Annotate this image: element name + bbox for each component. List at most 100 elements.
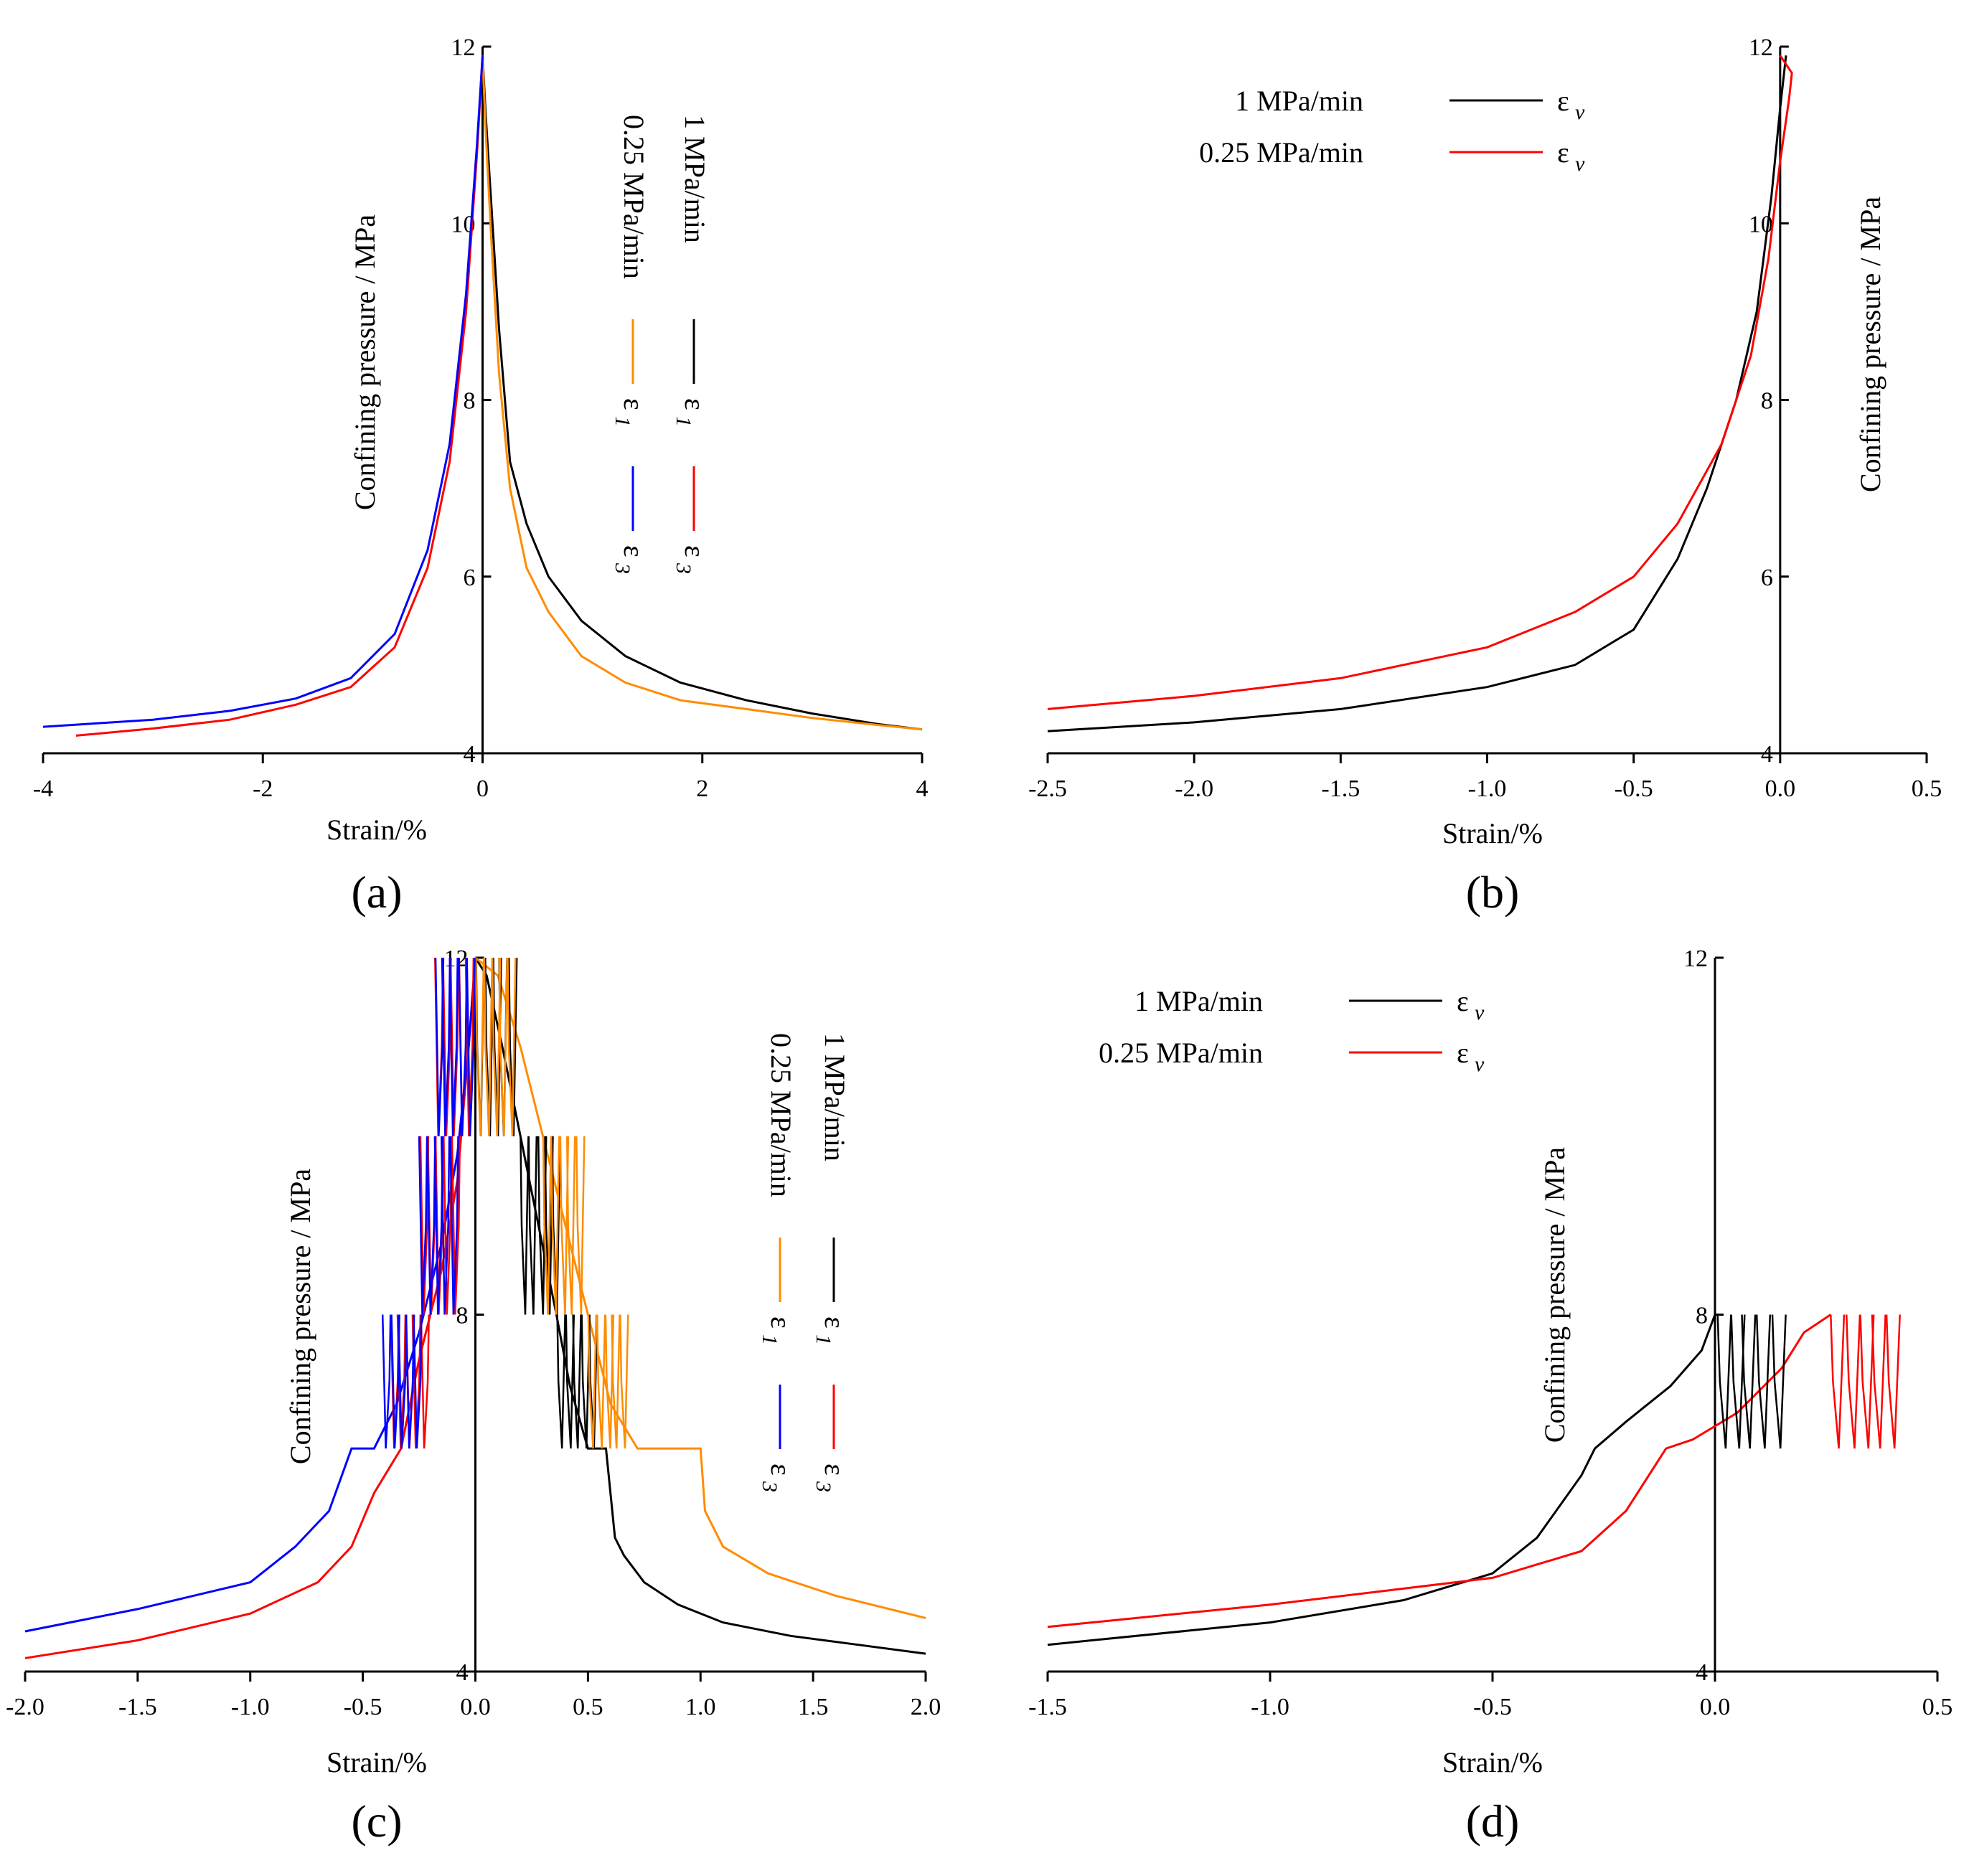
y-tick-label: 4: [456, 1659, 469, 1686]
cyclic-loop-line: [507, 957, 518, 1136]
cyclic-loop-line: [418, 1136, 428, 1315]
x-tick-label: 4: [916, 776, 929, 802]
cyclic-loop-line: [507, 957, 517, 1136]
x-axis-label: Strain/%: [326, 1746, 427, 1778]
legend-symbol: ε: [679, 398, 711, 410]
y-tick-label: 12: [1683, 946, 1708, 972]
cyclic-loop-line: [604, 1314, 615, 1449]
cyclic-loop-line: [413, 1314, 423, 1449]
cyclic-loop-line: [587, 1314, 598, 1449]
y-tick-label: 6: [1761, 565, 1773, 591]
legend-label: 0.25 MPa/min: [618, 115, 650, 279]
y-axis-label: Confining pressure / MPa: [1538, 1147, 1571, 1443]
x-tick-label: -1.5: [1321, 776, 1360, 802]
legend-label: 0.25 MPa/min: [1199, 136, 1363, 169]
cyclic-loop-line: [611, 1314, 621, 1449]
y-tick-label: 4: [1761, 741, 1773, 768]
legend-subscript: 1: [812, 1334, 835, 1345]
series-line: [42, 55, 484, 728]
legend-group: 0.25 MPa/min ε 1 ε 3: [758, 1033, 797, 1492]
y-axis-label: Confining pressure / MPa: [349, 215, 381, 510]
panel-label: (d): [1466, 1796, 1520, 1847]
y-tick-label: 8: [464, 388, 476, 415]
cyclic-loop-line: [596, 1314, 606, 1449]
cyclic-loop-line: [498, 957, 509, 1136]
legend-subscript: v: [1475, 1001, 1485, 1024]
legend-subscript: v: [1575, 152, 1585, 176]
x-tick-label: -2.0: [1175, 776, 1213, 802]
panel-c: -2.0 -1.5 -1.0 -0.5 0.0 0.5 1.0 1.5 2.0 Strain/% 4…: [6, 946, 941, 1847]
legend-subscript: 3: [672, 562, 695, 574]
legend-symbol: ε: [1457, 1037, 1469, 1069]
series-line: [1047, 1314, 1832, 1628]
x-tick-label: 0.0: [1700, 1694, 1731, 1720]
legend-subscript: 3: [611, 562, 634, 574]
cyclic-loop-line: [448, 957, 459, 1136]
x-tick-label: -2.5: [1028, 776, 1067, 802]
y-axis-label: Confining pressure / MPa: [284, 1169, 316, 1464]
x-tick-label: 2: [696, 776, 708, 802]
y-axis-label: Confining pressure / MPa: [1854, 197, 1886, 492]
legend-label: 1 MPa/min: [1134, 985, 1263, 1017]
cyclic-loop-line: [1716, 1314, 1732, 1449]
x-tick-label: 0.5: [1912, 776, 1942, 802]
x-tick-label: -1.0: [231, 1694, 270, 1720]
cyclic-loop-line: [551, 1136, 561, 1315]
series-line: [24, 957, 476, 1633]
cyclic-loop-line: [575, 1136, 586, 1315]
cyclic-loop-line: [1885, 1314, 1901, 1449]
legend-subscript: 3: [812, 1481, 835, 1492]
legend-symbol: ε: [1457, 985, 1469, 1017]
x-tick-label: 0: [476, 776, 489, 802]
legend-label: 1 MPa/min: [819, 1033, 851, 1161]
legend-subscript: v: [1475, 1052, 1485, 1076]
cyclic-loop-line: [390, 1314, 400, 1449]
x-tick-label: -2: [253, 776, 273, 802]
x-axis-label: Strain/%: [326, 814, 427, 846]
y-tick-label: 12: [1749, 34, 1773, 61]
legend-label: 0.25 MPa/min: [765, 1033, 797, 1197]
y-tick-label: 4: [1696, 1659, 1708, 1686]
legend-subscript: 1: [672, 416, 695, 427]
legend-subscript: 1: [611, 416, 634, 427]
x-tick-label: -4: [33, 776, 53, 802]
cyclic-loop-line: [542, 1136, 553, 1315]
cyclic-loop-line: [565, 1136, 576, 1315]
cyclic-loop-line: [1871, 1314, 1886, 1449]
cyclic-loop-line: [1741, 1314, 1757, 1449]
legend-group: 0.25 MPa/min ε 1 ε 3: [611, 115, 650, 574]
x-tick-label: -0.5: [344, 1694, 382, 1720]
cyclic-loop-line: [381, 1314, 392, 1449]
cyclic-loop-line: [1859, 1314, 1875, 1449]
y-tick-label: 8: [1696, 1303, 1708, 1329]
legend-symbol: ε: [819, 1316, 851, 1329]
cyclic-loop-line: [520, 1136, 530, 1315]
x-tick-label: -0.5: [1473, 1694, 1512, 1720]
legend-symbol: ε: [1557, 136, 1569, 169]
panel-label: (c): [351, 1796, 402, 1847]
y-tick-label: 12: [444, 946, 469, 972]
series-line: [1047, 55, 1793, 710]
cyclic-loop-line: [405, 1314, 415, 1449]
panel-label: (a): [351, 867, 402, 918]
cyclic-loop-line: [1846, 1314, 1861, 1449]
x-tick-label: 2.0: [911, 1694, 941, 1720]
cyclic-loop-line: [550, 1136, 560, 1315]
x-tick-label: 0.0: [1765, 776, 1796, 802]
cyclic-loop-line: [474, 957, 485, 1136]
cyclic-loop-line: [449, 1136, 459, 1315]
x-axis-label: Strain/%: [1442, 1746, 1543, 1778]
cyclic-loop-line: [565, 1314, 575, 1449]
y-tick-label: 4: [464, 741, 476, 768]
cyclic-loop-line: [483, 957, 494, 1136]
cyclic-loop-line: [581, 1314, 591, 1449]
panel-b: -2.5 -2.0 -1.5 -1.0 -0.5 0.0 0.5Strain/%468101…: [1028, 34, 1942, 918]
legend-group: 1 MPa/min ε 1 ε 3: [672, 115, 711, 574]
x-tick-label: -1.0: [1468, 776, 1507, 802]
legend-subscript: v: [1575, 100, 1585, 124]
legend-symbol: ε: [819, 1463, 851, 1476]
cyclic-loop-line: [451, 1136, 461, 1315]
legend-subscript: 1: [758, 1334, 781, 1345]
panel-d: -1.5 -1.0 -0.5 0.0 0.5 Strain/% 4 8 12 Confining …: [1028, 946, 1952, 1847]
